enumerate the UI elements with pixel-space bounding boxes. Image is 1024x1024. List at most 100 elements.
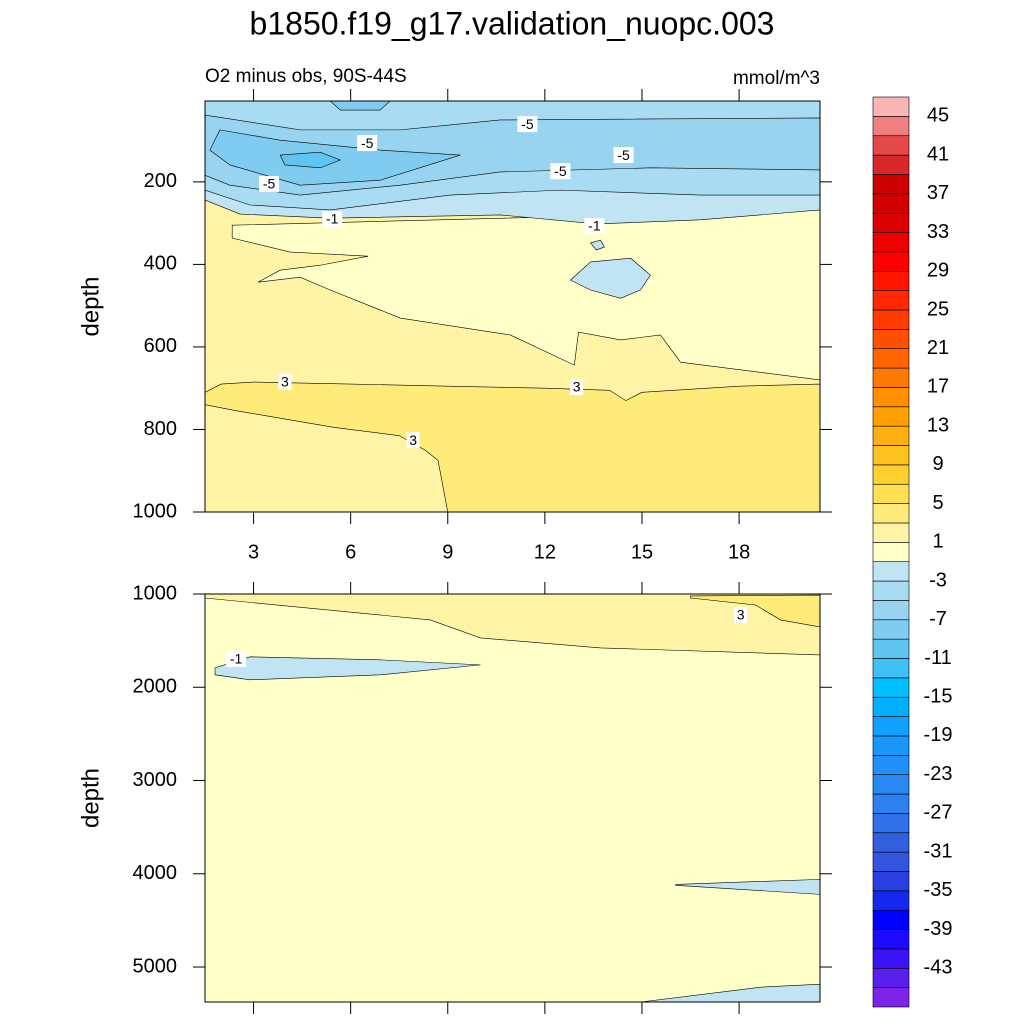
contour-label-bg bbox=[550, 163, 571, 180]
colorbar-box bbox=[872, 406, 910, 427]
colorbar-label: -7 bbox=[929, 608, 947, 630]
colorbar-box bbox=[872, 290, 910, 311]
colorbar-box bbox=[872, 890, 910, 911]
contour-fill bbox=[205, 594, 820, 1002]
x-tick-label: 15 bbox=[631, 541, 653, 563]
colorbar-label: 5 bbox=[932, 492, 943, 514]
colorbar-box bbox=[872, 425, 910, 446]
colorbar-label: 1 bbox=[932, 531, 943, 553]
subtitle-left: O2 minus obs, 90S-44S bbox=[205, 66, 407, 87]
colorbar-box bbox=[872, 522, 910, 543]
contour-label: 3 bbox=[573, 379, 581, 395]
colorbar-box bbox=[872, 774, 910, 795]
contour-label-bg bbox=[226, 650, 247, 667]
contour-label: 3 bbox=[281, 374, 289, 390]
colorbar-box bbox=[872, 696, 910, 717]
contour-label-bg bbox=[278, 374, 292, 391]
y-tick-label: 1000 bbox=[133, 582, 178, 604]
y-tick-label: 400 bbox=[144, 253, 177, 275]
colorbar-label: -43 bbox=[924, 957, 953, 979]
colorbar-box bbox=[872, 154, 910, 175]
contour-label: 3 bbox=[737, 607, 745, 623]
colorbar-box bbox=[872, 658, 910, 679]
colorbar-box bbox=[872, 561, 910, 582]
plot-area bbox=[205, 101, 820, 512]
colorbar-label: 17 bbox=[927, 376, 949, 398]
contour-label-bg bbox=[517, 116, 538, 133]
contour-fill bbox=[209, 129, 461, 186]
colorbar-box bbox=[872, 445, 910, 466]
colorbar-box bbox=[872, 251, 910, 272]
colorbar-box bbox=[872, 367, 910, 388]
x-tick-label: 6 bbox=[345, 541, 356, 563]
contour-fill bbox=[640, 983, 820, 1002]
contour-label: -5 bbox=[617, 147, 630, 163]
colorbar-box bbox=[872, 309, 910, 330]
colorbar-box bbox=[872, 948, 910, 969]
contour-label: -5 bbox=[521, 116, 534, 132]
contour-label: -5 bbox=[361, 135, 374, 151]
colorbar-box bbox=[872, 135, 910, 156]
contour-fill bbox=[690, 594, 820, 628]
contour-label-bg bbox=[570, 378, 584, 395]
colorbar-label: -15 bbox=[924, 685, 953, 707]
colorbar-box bbox=[872, 387, 910, 408]
x-tick-label: 18 bbox=[728, 541, 750, 563]
x-tick-label: 3 bbox=[248, 541, 259, 563]
colorbar-box bbox=[872, 716, 910, 737]
colorbar-box bbox=[872, 987, 910, 1008]
colorbar-box bbox=[872, 813, 910, 834]
plot-frame bbox=[204, 100, 821, 513]
contour-label: 3 bbox=[409, 432, 417, 448]
colorbar-box bbox=[872, 503, 910, 524]
y-tick-label: 3000 bbox=[133, 769, 178, 791]
contour-fill bbox=[214, 656, 481, 681]
colorbar-label: 41 bbox=[927, 143, 949, 165]
contour-label-bg bbox=[406, 432, 420, 449]
colorbar-label: 21 bbox=[927, 337, 949, 359]
contour-fill bbox=[329, 101, 391, 111]
colorbar-box bbox=[872, 464, 910, 485]
contour-fill bbox=[589, 239, 605, 251]
colorbar-box bbox=[872, 909, 910, 930]
chart-title: b1850.f19_g17.validation_nuopc.003 bbox=[250, 5, 775, 41]
x-tick-label: 9 bbox=[442, 541, 453, 563]
colorbar-box bbox=[872, 174, 910, 195]
colorbar-label: -3 bbox=[929, 569, 947, 591]
contour-fill bbox=[279, 151, 342, 169]
colorbar-box bbox=[872, 929, 910, 950]
colorbar-box bbox=[872, 580, 910, 601]
subtitle-right: mmol/m^3 bbox=[733, 68, 820, 89]
plot-frame bbox=[204, 593, 821, 1003]
colorbar-box bbox=[872, 677, 910, 698]
colorbar-box bbox=[872, 793, 910, 814]
contour-label-bg bbox=[357, 135, 378, 152]
colorbar-box bbox=[872, 542, 910, 562]
colorbar-box bbox=[872, 96, 910, 117]
colorbar-box bbox=[872, 232, 910, 253]
colorbar-label: 33 bbox=[927, 221, 949, 243]
y-tick-label: 5000 bbox=[133, 955, 178, 977]
colorbar-label: 45 bbox=[927, 105, 949, 127]
contour-label-bg bbox=[584, 218, 605, 235]
colorbar-label: -31 bbox=[924, 840, 953, 862]
contour-fill bbox=[231, 209, 820, 381]
colorbar-box bbox=[872, 967, 910, 988]
colorbar-label: 37 bbox=[927, 182, 949, 204]
colorbar-label: 9 bbox=[932, 453, 943, 475]
contour-fill bbox=[675, 879, 820, 895]
colorbar-box bbox=[872, 348, 910, 369]
colorbar-label: 29 bbox=[927, 260, 949, 282]
contour-label-bg bbox=[734, 606, 748, 623]
colorbar-box bbox=[872, 754, 910, 775]
colorbar-box bbox=[872, 619, 910, 640]
contour-label: -1 bbox=[588, 218, 601, 234]
colorbar-label: -39 bbox=[924, 918, 953, 940]
y-tick-label: 4000 bbox=[133, 862, 178, 884]
contour-label-bg bbox=[613, 147, 634, 164]
contour-label: -1 bbox=[326, 211, 339, 227]
y-tick-label: 2000 bbox=[133, 676, 178, 698]
colorbar-box bbox=[872, 212, 910, 233]
colorbar-box bbox=[872, 735, 910, 756]
contour-label: -5 bbox=[263, 176, 276, 192]
